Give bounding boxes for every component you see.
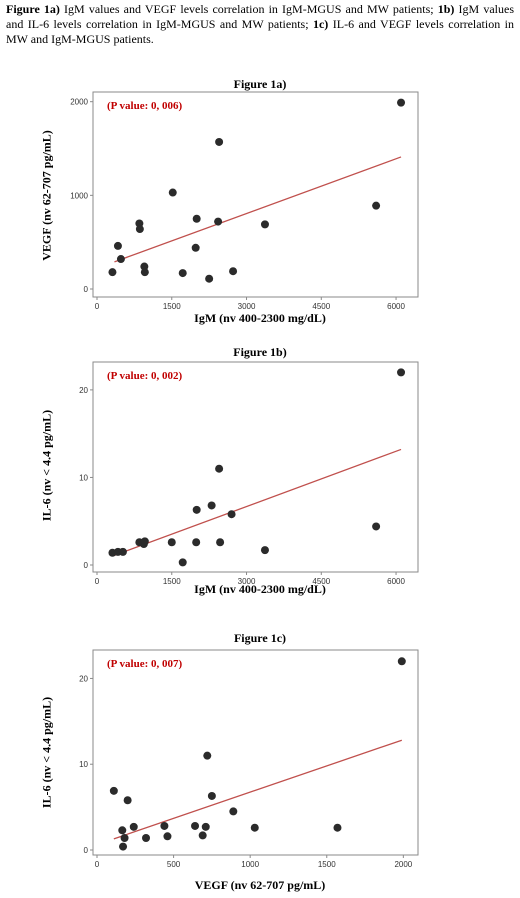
chart-1c-data-point	[119, 842, 128, 851]
caption-label-1c: 1c)	[312, 17, 329, 31]
chart-1c-data-point	[333, 823, 342, 832]
chart-1c-data-point	[129, 822, 138, 831]
chart-1b-ytick-label: 10	[79, 473, 88, 482]
chart-1c-xtick-label: 500	[167, 860, 181, 869]
chart-1b-data-point	[260, 546, 269, 555]
chart-1a-xtick-label: 4500	[312, 302, 330, 311]
chart-1a-data-point	[178, 269, 187, 278]
chart-1b-data-point	[167, 538, 176, 547]
chart-1a-data-point	[372, 201, 381, 210]
chart-1a-data-point	[192, 214, 201, 223]
caption-label-1b: 1b)	[437, 2, 455, 16]
chart-1c-data-point	[160, 821, 169, 830]
chart-1c-data-point	[201, 822, 210, 831]
chart-1c-ytick-label: 20	[79, 674, 88, 683]
chart-1a-data-point	[135, 225, 144, 234]
chart-1a-data-point	[260, 220, 269, 229]
chart-1c-data-point	[207, 791, 216, 800]
caption-label-1a: Figure 1a)	[6, 2, 60, 16]
chart-1a-xtick-label: 6000	[387, 302, 405, 311]
chart-1c-data-point	[229, 807, 238, 816]
chart-1b-data-point	[192, 505, 201, 514]
caption-text-1b: IgM values and IL-6 levels correlation i…	[6, 2, 514, 31]
chart-1c-xtick-label: 1500	[318, 860, 336, 869]
chart-1b-data-point	[178, 558, 187, 567]
chart-1a-trendline	[114, 156, 402, 263]
chart-1a-data-point	[229, 267, 238, 276]
chart-1b-trendline	[114, 448, 402, 556]
chart-1a-data-point	[113, 241, 122, 250]
chart-1a-data-point	[205, 274, 214, 283]
chart-1c-data-point	[118, 826, 127, 835]
chart-1c-xlabel: VEGF (nv 62-707 pg/mL)	[194, 878, 326, 892]
figure-caption: Figure 1a) IgM values and VEGF levels co…	[6, 2, 514, 47]
chart-1c-xtick-label: 0	[95, 860, 100, 869]
chart-1b-data-point	[227, 510, 236, 519]
chart-1b-xtick-label: 0	[95, 577, 100, 586]
chart-1c-data-point	[120, 833, 129, 842]
chart-1b-data-point	[140, 537, 149, 546]
chart-1c-ytick-label: 10	[79, 760, 88, 769]
chart-1a-xtick-label: 3000	[238, 302, 256, 311]
chart-1a-pvalue-annotation: (P value: 0, 006)	[107, 100, 182, 112]
caption-text-1c: IL-6 and VEGF levels correlation in MW a…	[6, 17, 514, 46]
chart-1a-data-point	[140, 268, 149, 277]
chart-1a-xlabel: IgM (nv 400-2300 mg/dL)	[194, 311, 326, 325]
chart-1b-xtick-label: 1500	[163, 577, 181, 586]
chart-1a-ytick-label: 1000	[70, 191, 88, 200]
chart-1b-xtick-label: 4500	[312, 577, 330, 586]
chart-1c-frame	[92, 649, 419, 856]
chart-1c-title: Figure 1c)	[233, 631, 287, 645]
chart-1b-pvalue-annotation: (P value: 0, 002)	[107, 370, 182, 382]
chart-1a-data-point	[214, 217, 223, 226]
chart-1c-data-point	[142, 833, 151, 842]
chart-1a-ytick-label: 0	[84, 285, 89, 294]
chart-1c-pvalue-annotation: (P value: 0, 007)	[107, 658, 182, 670]
chart-1a-frame	[92, 91, 419, 298]
chart-1a-xtick-label: 1500	[163, 302, 181, 311]
chart-1c-data-point	[250, 823, 259, 832]
chart-1c-data-point	[123, 796, 132, 805]
chart-1b-xlabel: IgM (nv 400-2300 mg/dL)	[194, 582, 326, 596]
chart-1a-ytick-label: 2000	[70, 98, 88, 107]
chart-1a-data-point	[191, 243, 200, 252]
chart-1b-data-point	[215, 464, 224, 473]
chart-1c-xtick-label: 1000	[241, 860, 259, 869]
chart-1b-frame	[92, 361, 419, 573]
chart-1a-xtick-label: 0	[95, 302, 100, 311]
chart-1c-ytick-label: 0	[84, 846, 89, 855]
chart-1c-trendline	[113, 739, 403, 840]
chart-1c-data-point	[203, 751, 212, 760]
chart-1a-data-point	[108, 268, 117, 277]
caption-text-1a: IgM values and VEGF levels correlation i…	[59, 2, 438, 16]
chart-1b-ytick-label: 20	[79, 386, 88, 395]
chart-1c-xtick-label: 2000	[394, 860, 412, 869]
chart-1c-data-point	[163, 832, 172, 841]
chart-1b-data-point	[207, 501, 216, 510]
chart-1a-data-point	[116, 255, 125, 264]
chart-1a-data-point	[215, 137, 224, 146]
chart-1a-data-point	[397, 98, 406, 107]
chart-1c-data-point	[198, 831, 207, 840]
chart-1b-ytick-label: 0	[84, 561, 89, 570]
chart-1b-xtick-label: 3000	[238, 577, 256, 586]
chart-1b-xtick-label: 6000	[387, 577, 405, 586]
chart-1b-title: Figure 1b)	[233, 345, 287, 359]
chart-1b-data-point	[372, 522, 381, 531]
chart-1b-data-point	[118, 547, 127, 556]
chart-1b-data-point	[192, 538, 201, 547]
chart-1c-data-point	[397, 657, 406, 666]
chart-1b-data-point	[397, 368, 406, 377]
chart-1c-data-point	[109, 786, 118, 795]
chart-1a-data-point	[168, 188, 177, 197]
chart-1a-title: Figure 1a)	[233, 77, 287, 91]
chart-1c-data-point	[191, 821, 200, 830]
chart-1b-data-point	[216, 538, 225, 547]
